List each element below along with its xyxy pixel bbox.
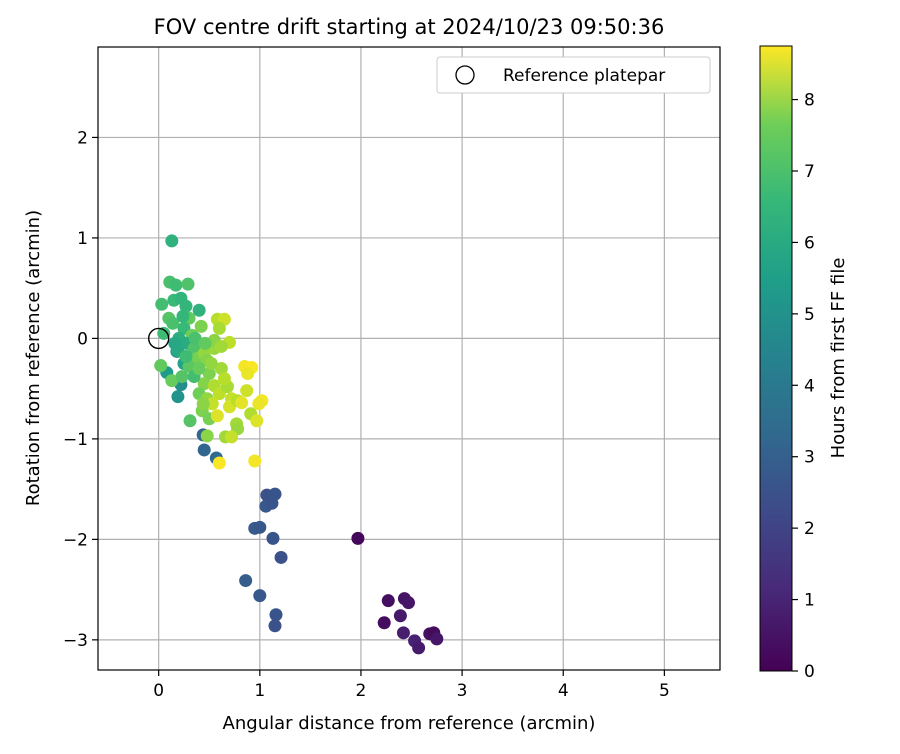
- colorbar-label: Hours from first FF file: [828, 258, 849, 459]
- x-tick-label: 4: [558, 681, 569, 701]
- data-point: [165, 234, 179, 248]
- data-point: [239, 574, 253, 588]
- legend: Reference platepar: [436, 56, 711, 94]
- grid: [98, 47, 720, 670]
- legend-label-reference: Reference platepar: [503, 66, 665, 86]
- data-point: [253, 589, 267, 603]
- colorbar-tick-label: 0: [804, 662, 815, 682]
- legend-marker-reference: [455, 65, 475, 85]
- colorbar-tick-label: 2: [804, 519, 815, 539]
- data-point: [266, 531, 280, 545]
- data-point: [192, 303, 206, 317]
- data-point: [212, 456, 226, 470]
- data-point: [250, 414, 264, 428]
- data-point: [268, 619, 282, 633]
- data-point: [214, 339, 228, 353]
- data-point: [194, 319, 208, 333]
- colorbar-tick-label: 5: [804, 305, 815, 325]
- data-point: [393, 609, 407, 623]
- x-tick-label: 2: [356, 681, 367, 701]
- data-point: [252, 397, 266, 411]
- data-point: [240, 384, 254, 398]
- colorbar-tick-label: 6: [804, 233, 815, 253]
- y-tick-label: 0: [77, 329, 88, 349]
- data-point: [181, 277, 195, 291]
- data-point: [188, 331, 202, 345]
- data-point: [253, 520, 267, 534]
- data-point: [165, 374, 179, 388]
- colorbar-gradient: [759, 45, 793, 672]
- x-tick-label: 1: [254, 681, 265, 701]
- data-point: [197, 377, 211, 391]
- data-point: [205, 397, 219, 411]
- data-point: [212, 321, 226, 335]
- data-point: [176, 309, 190, 323]
- data-point: [175, 370, 189, 384]
- data-point: [217, 372, 231, 386]
- data-point: [430, 632, 444, 646]
- x-axis-ticks: 0 1 2 3 4 5: [153, 670, 670, 701]
- data-point: [187, 341, 201, 355]
- x-tick-label: 3: [457, 681, 468, 701]
- data-point: [235, 396, 249, 410]
- y-tick-label: −1: [63, 430, 88, 450]
- colorbar: 0 1 2 3 4 5 6 7 8 Hours from first FF file: [759, 45, 849, 682]
- data-point: [168, 336, 182, 350]
- data-point: [204, 357, 218, 371]
- data-point: [166, 316, 180, 330]
- y-axis-label: Rotation from reference (arcmin): [23, 210, 44, 506]
- plot-area-frame: [97, 46, 721, 671]
- colorbar-tick-label: 4: [804, 376, 815, 396]
- data-point: [214, 362, 228, 376]
- data-point: [412, 641, 426, 655]
- x-tick-label: 5: [659, 681, 670, 701]
- data-point: [171, 390, 185, 404]
- data-point: [210, 409, 224, 423]
- data-point: [200, 429, 214, 443]
- data-point: [377, 616, 391, 630]
- x-tick-label: 0: [153, 681, 164, 701]
- data-point: [269, 608, 283, 622]
- data-point: [157, 326, 171, 340]
- y-tick-label: 1: [77, 229, 88, 249]
- data-point: [241, 367, 255, 381]
- data-point: [183, 414, 197, 428]
- data-point: [225, 430, 239, 444]
- x-axis-label: Angular distance from reference (arcmin): [223, 713, 596, 734]
- data-point: [182, 360, 196, 374]
- colorbar-ticks: 0 1 2 3 4 5 6 7 8: [792, 91, 815, 682]
- colorbar-tick-label: 8: [804, 91, 815, 111]
- y-tick-label: 2: [77, 128, 88, 148]
- data-point: [179, 349, 193, 363]
- data-point: [169, 278, 183, 292]
- data-point: [154, 359, 168, 373]
- data-point: [248, 454, 262, 468]
- data-point: [381, 594, 395, 608]
- data-point: [192, 362, 206, 376]
- data-point: [202, 367, 216, 381]
- y-axis-ticks: −3 −2 −1 0 1 2: [63, 128, 98, 651]
- reference-platepar-marker: [147, 327, 170, 350]
- colorbar-tick-label: 3: [804, 448, 815, 468]
- data-point: [351, 531, 365, 545]
- data-point: [198, 336, 212, 350]
- chart-title: FOV centre drift starting at 2024/10/23 …: [154, 15, 665, 39]
- data-point: [401, 596, 415, 610]
- colorbar-tick-label: 1: [804, 591, 815, 611]
- data-points: [154, 234, 444, 655]
- data-point: [396, 626, 410, 640]
- data-point: [155, 297, 169, 311]
- data-point: [196, 397, 210, 411]
- data-point: [179, 299, 193, 313]
- colorbar-tick-label: 7: [804, 162, 815, 182]
- y-tick-label: −3: [63, 631, 88, 651]
- data-point: [265, 496, 279, 510]
- data-point: [274, 550, 288, 564]
- data-point: [197, 443, 211, 457]
- y-tick-label: −2: [63, 530, 88, 550]
- legend-box: [436, 56, 711, 94]
